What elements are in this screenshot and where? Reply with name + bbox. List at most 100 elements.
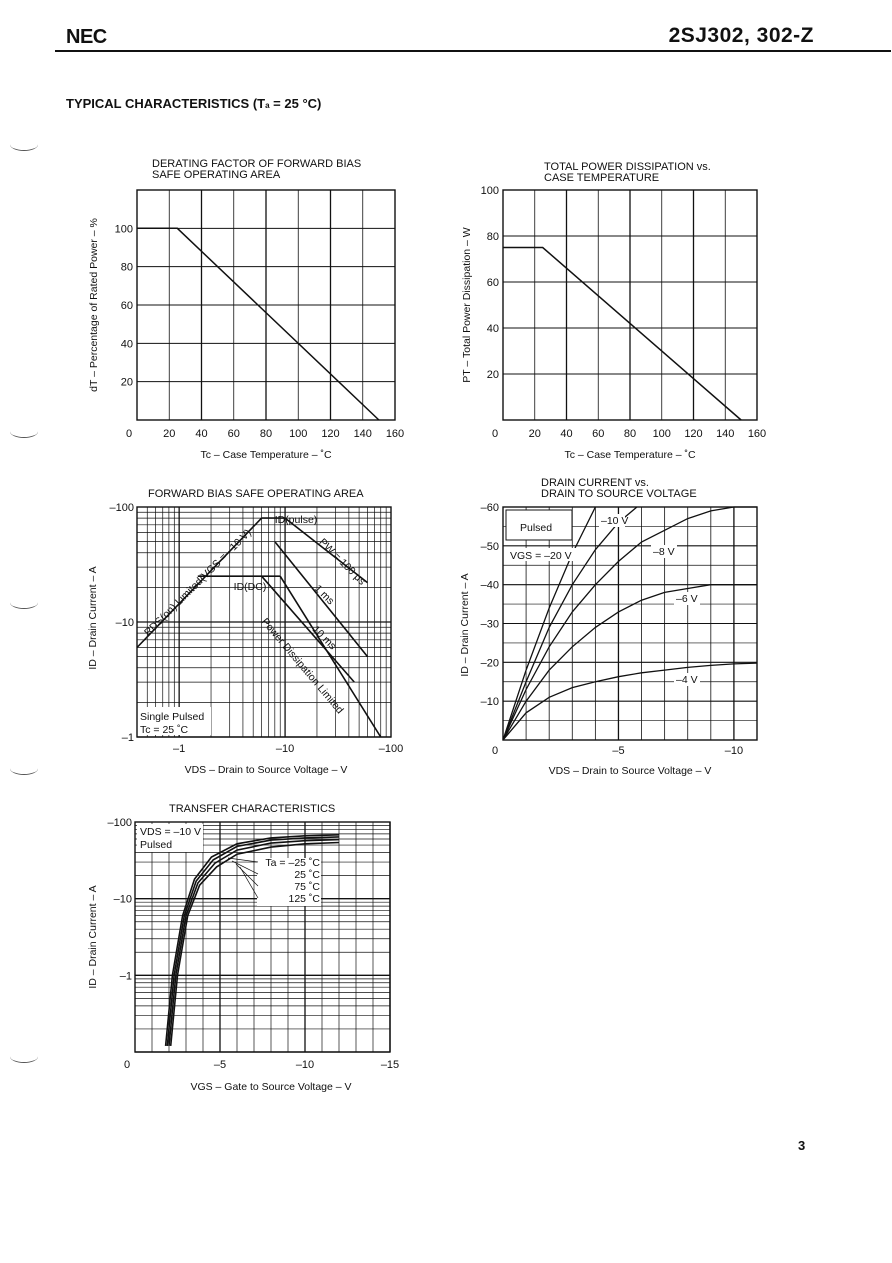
x-tick-label: 20: [163, 428, 175, 440]
transfer-curve: [164, 834, 340, 1046]
note-bg: [139, 707, 211, 735]
x-axis-label: Tc – Case Temperature – ˚C: [200, 449, 332, 461]
legend-label: 125 ˚C: [288, 893, 320, 905]
x-tick-label: –15: [381, 1059, 399, 1071]
legend-label: Ta = –25 ˚C: [265, 857, 320, 869]
plot-frame: [502, 506, 758, 741]
annotation-vds: VDS = –10 V: [140, 826, 201, 838]
x-tick-label: 100: [289, 428, 307, 440]
note-bg: [137, 824, 203, 852]
chart-title: SAFE OPERATING AREA: [152, 169, 281, 181]
annotation-vgs20: VGS = –20 V: [510, 550, 572, 562]
y-tick-label: 100: [115, 223, 133, 235]
x-tick-label: 140: [354, 428, 372, 440]
y-tick-label: –1: [120, 970, 132, 982]
soa-line: [284, 517, 368, 584]
binder-mark: [10, 762, 38, 775]
y-axis-label: ID – Drain Current – A: [459, 573, 471, 676]
plot-frame: [134, 821, 391, 1053]
x-tick-label: –1: [173, 743, 185, 755]
x-tick-label: 160: [386, 428, 404, 440]
drain-curve: [502, 506, 757, 741]
x-tick-label: 40: [195, 428, 207, 440]
annotation-pulsed: Pulsed: [520, 522, 552, 534]
annotation-pulsed: Pulsed: [140, 839, 172, 851]
legend-leader: [231, 860, 259, 875]
plot-frame: [136, 189, 396, 421]
y-tick-label: 20: [487, 369, 499, 381]
transfer-curve: [168, 838, 340, 1046]
legend-label: 25 ˚C: [294, 869, 320, 881]
soa-line: [136, 517, 263, 649]
chart-title: TRANSFER CHARACTERISTICS: [169, 803, 335, 815]
x-axis-label: VGS – Gate to Source Voltage – V: [190, 1081, 351, 1093]
soa-line: [274, 541, 369, 658]
x-tick-label: –100: [379, 743, 403, 755]
section-title-subscript: a: [265, 101, 270, 110]
y-tick-label: –60: [481, 502, 499, 514]
x-tick-label: 60: [228, 428, 240, 440]
transfer-curve: [169, 841, 340, 1046]
x-tick-label: 0: [492, 428, 498, 440]
soa-line: [260, 575, 355, 683]
power-curve: [503, 246, 742, 421]
y-tick-label: 80: [487, 231, 499, 243]
annotation-tc: Tc = 25 ˚C: [140, 724, 189, 736]
x-tick-label: 80: [260, 428, 272, 440]
x-tick-label: –10: [296, 1059, 314, 1071]
section-title: TYPICAL CHARACTERISTICS (Ta = 25 °C): [66, 96, 321, 111]
y-tick-label: 60: [121, 300, 133, 312]
chart-title: DERATING FACTOR OF FORWARD BIAS: [152, 158, 361, 170]
y-axis-label: dT – Percentage of Rated Power – %: [88, 218, 100, 392]
y-tick-label: –100: [110, 502, 134, 514]
x-axis-label: VDS – Drain to Source Voltage – V: [549, 765, 712, 777]
x-tick-label: 0: [126, 428, 132, 440]
curve-label: –10 V: [601, 515, 628, 527]
drain-curve: [502, 506, 596, 741]
chart-title: DRAIN CURRENT vs.: [541, 477, 649, 489]
y-tick-label: 80: [121, 262, 133, 274]
binder-mark: [10, 1050, 38, 1063]
x-axis-label: VDS – Drain to Source Voltage – V: [185, 764, 348, 776]
y-tick-label: 40: [487, 323, 499, 335]
y-tick-label: –20: [481, 657, 499, 669]
derating-curve: [137, 227, 380, 421]
x-tick-label: 120: [321, 428, 339, 440]
x-tick-label: –5: [612, 745, 624, 757]
x-tick-label: 140: [716, 428, 734, 440]
x-tick-label: 0: [492, 745, 498, 757]
label-bg: [674, 592, 700, 605]
annotation-id-pulse: ID(pulse): [275, 514, 318, 526]
y-tick-label: 100: [481, 185, 499, 197]
pulsed-box: [505, 509, 573, 541]
y-tick-label: –10: [481, 696, 499, 708]
y-tick-label: 20: [121, 377, 133, 389]
y-axis-label: PT – Total Power Dissipation – W: [461, 227, 473, 383]
drain-curve: [502, 662, 758, 741]
page-number: 3: [798, 1138, 806, 1153]
x-tick-label: –10: [725, 745, 743, 757]
label-bg: [674, 673, 700, 686]
brand-logo: NEC: [66, 26, 107, 48]
y-tick-label: 60: [487, 277, 499, 289]
y-tick-label: –1: [122, 732, 134, 744]
annotation-pw-100us: PW = 100 μs: [316, 536, 367, 587]
annotation-power-limited: Power Dissipation Limited: [259, 616, 346, 716]
legend-leader: [227, 857, 259, 863]
plot-frame: [136, 506, 392, 738]
binder-mark: [10, 138, 38, 151]
label-bg: [599, 514, 625, 527]
legend-leader: [239, 866, 259, 899]
x-tick-label: –5: [214, 1059, 226, 1071]
x-tick-label: 40: [560, 428, 572, 440]
transfer-curve: [166, 836, 340, 1046]
y-axis-label: ID – Drain Current – A: [87, 885, 99, 988]
x-tick-label: 80: [624, 428, 636, 440]
section-title-tail: = 25 °C): [269, 96, 322, 111]
x-tick-label: –10: [276, 743, 294, 755]
annotation-single-pulsed: Single Pulsed: [140, 711, 204, 723]
y-tick-label: 40: [121, 338, 133, 350]
binder-mark: [10, 596, 38, 609]
drain-curve: [502, 584, 757, 741]
y-tick-label: –30: [481, 619, 499, 631]
